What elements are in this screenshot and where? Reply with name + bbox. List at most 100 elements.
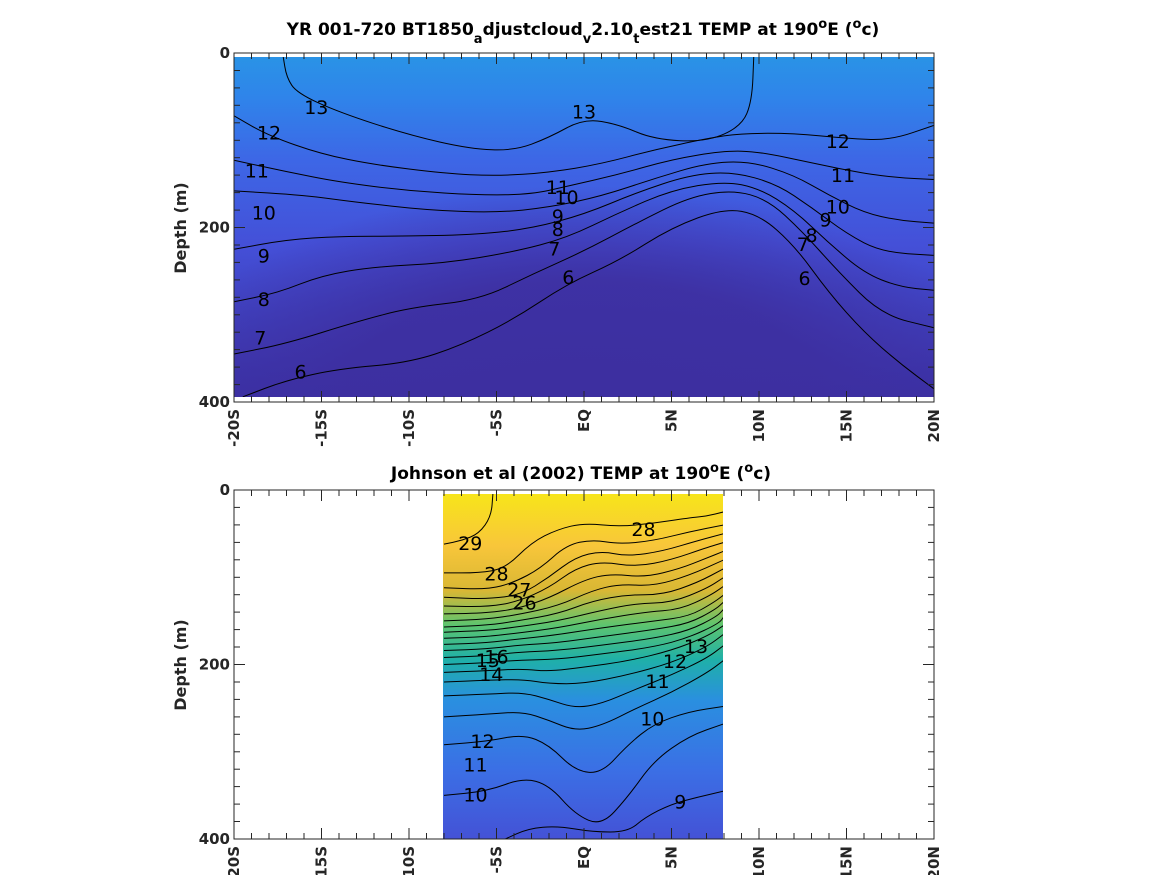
bottom-contour-lines xyxy=(443,494,723,839)
bottom-plot-frame xyxy=(233,489,935,840)
bottom-contour-13 xyxy=(443,645,723,708)
bottom-temperature-fill xyxy=(443,494,723,839)
bottom-contour-25 xyxy=(443,542,723,608)
top-y-axis-label: Depth (m) xyxy=(171,182,190,274)
top-contour-label-7: 7 xyxy=(797,234,809,256)
top-chart-title: YR 001-720 BT1850adjustcloudv2.10test21 … xyxy=(286,17,880,47)
bottom-chart-title: Johnson et al (2002) TEMP at 190oE (oc) xyxy=(390,461,771,484)
bottom-contour-18 xyxy=(443,601,723,651)
top-y-tick-label: 200 xyxy=(199,219,230,237)
bottom-contour-21 xyxy=(443,577,723,633)
bottom-contour-22 xyxy=(443,568,723,628)
top-axis-ticks: -20S -15S -10S -5S EQ 5N 10N 15N 20N 0 200 400 xyxy=(199,44,943,447)
bottom-contour-label-28: 28 xyxy=(631,519,655,541)
bottom-contour-label-15: 15 xyxy=(476,650,500,672)
bottom-contour-20 xyxy=(443,586,723,639)
top-x-tick-label: 15N xyxy=(838,409,856,442)
top-x-tick-label: 10N xyxy=(750,409,768,442)
top-x-tick-label: -10S xyxy=(400,409,418,447)
top-contour-label-13: 13 xyxy=(572,101,596,123)
bottom-x-tick-label: -20S xyxy=(225,846,243,875)
bottom-contour-10 xyxy=(443,723,723,823)
bottom-contour-label-29: 29 xyxy=(458,533,482,555)
bottom-contour-12 xyxy=(443,660,723,730)
top-x-tick-label: 5N xyxy=(663,409,681,432)
bottom-y-tick-label: 0 xyxy=(220,481,230,499)
top-contour-label-13: 13 xyxy=(304,97,328,119)
bottom-x-tick-label: 5N xyxy=(663,846,681,869)
bottom-contour-24 xyxy=(443,550,723,615)
top-y-tick-label: 400 xyxy=(199,393,230,411)
top-x-tick-label: -15S xyxy=(313,409,331,447)
top-contour-label-12: 12 xyxy=(826,131,850,153)
top-x-tick-label: 20N xyxy=(925,409,943,442)
top-contour-label-7: 7 xyxy=(254,327,266,349)
bottom-x-tick-label: -15S xyxy=(313,846,331,875)
bottom-contour-15 xyxy=(443,625,723,673)
top-contour-7 xyxy=(234,191,934,355)
top-contour-8 xyxy=(234,182,934,303)
top-contour-10 xyxy=(234,161,934,224)
top-cold-tongue-shading xyxy=(234,57,934,397)
top-contour-label-6: 6 xyxy=(798,268,810,290)
top-x-tick-label: -5S xyxy=(488,409,506,436)
top-y-tick-label: 0 xyxy=(220,44,230,62)
top-contour-label-8: 8 xyxy=(258,289,270,311)
top-contour-label-9: 9 xyxy=(552,206,564,228)
bottom-contour-26 xyxy=(443,533,723,599)
top-contour-6 xyxy=(242,210,934,397)
bottom-x-tick-label: -10S xyxy=(400,846,418,875)
top-contour-label-8: 8 xyxy=(805,225,817,247)
bottom-contour-label-26: 26 xyxy=(512,592,536,614)
top-x-tick-label: -20S xyxy=(225,409,243,447)
top-contour-12 xyxy=(234,115,934,176)
bottom-contour-label-10: 10 xyxy=(463,784,487,806)
bottom-x-tick-label: 10N xyxy=(750,846,768,875)
bottom-contour-17 xyxy=(443,609,723,658)
bottom-x-tick-label: EQ xyxy=(575,846,593,869)
top-contour-label-11: 11 xyxy=(546,177,570,199)
bottom-contour-label-11: 11 xyxy=(463,755,487,777)
bottom-contour-19 xyxy=(443,594,723,645)
bottom-contour-11 xyxy=(443,706,723,773)
bottom-contour-label-9: 9 xyxy=(674,791,686,813)
top-contour-label-9: 9 xyxy=(819,210,831,232)
bottom-contour-label-13: 13 xyxy=(684,636,708,658)
bottom-contour-14 xyxy=(443,634,723,685)
top-contour-label-6: 6 xyxy=(562,267,574,289)
top-contour-label-11: 11 xyxy=(831,165,855,187)
top-contour-11 xyxy=(234,150,934,196)
bottom-contour-label-12: 12 xyxy=(663,651,687,673)
bottom-contour-9 xyxy=(505,790,723,839)
bottom-y-axis-label: Depth (m) xyxy=(171,619,190,711)
bottom-contour-label-27: 27 xyxy=(507,579,531,601)
top-contour-label-8: 8 xyxy=(552,219,564,241)
top-contour-13 xyxy=(282,57,755,151)
top-contour-9 xyxy=(234,172,934,256)
bottom-contour-label-10: 10 xyxy=(640,709,664,731)
bottom-y-tick-label: 200 xyxy=(199,656,230,674)
top-contour-label-10: 10 xyxy=(252,203,276,225)
top-contour-label-10: 10 xyxy=(826,196,850,218)
bottom-contour-23 xyxy=(443,559,723,622)
bottom-contour-16 xyxy=(443,617,723,665)
top-contour-label-11: 11 xyxy=(245,161,269,183)
bottom-x-tick-label: 20N xyxy=(925,846,943,875)
top-contour-label-7: 7 xyxy=(548,238,560,260)
bottom-contour-label-14: 14 xyxy=(479,664,503,686)
bottom-y-tick-label: 400 xyxy=(199,830,230,848)
bottom-x-tick-label: 15N xyxy=(838,846,856,875)
bottom-x-tick-label: -5S xyxy=(488,846,506,873)
bottom-contour-label-16: 16 xyxy=(484,647,508,669)
top-contour-label-6: 6 xyxy=(294,361,306,383)
bottom-contour-label-28: 28 xyxy=(484,564,508,586)
top-contour-label-10: 10 xyxy=(554,187,578,209)
top-plot-frame xyxy=(233,52,935,403)
bottom-contour-label-12: 12 xyxy=(470,731,494,753)
bottom-contour-label-11: 11 xyxy=(645,671,669,693)
